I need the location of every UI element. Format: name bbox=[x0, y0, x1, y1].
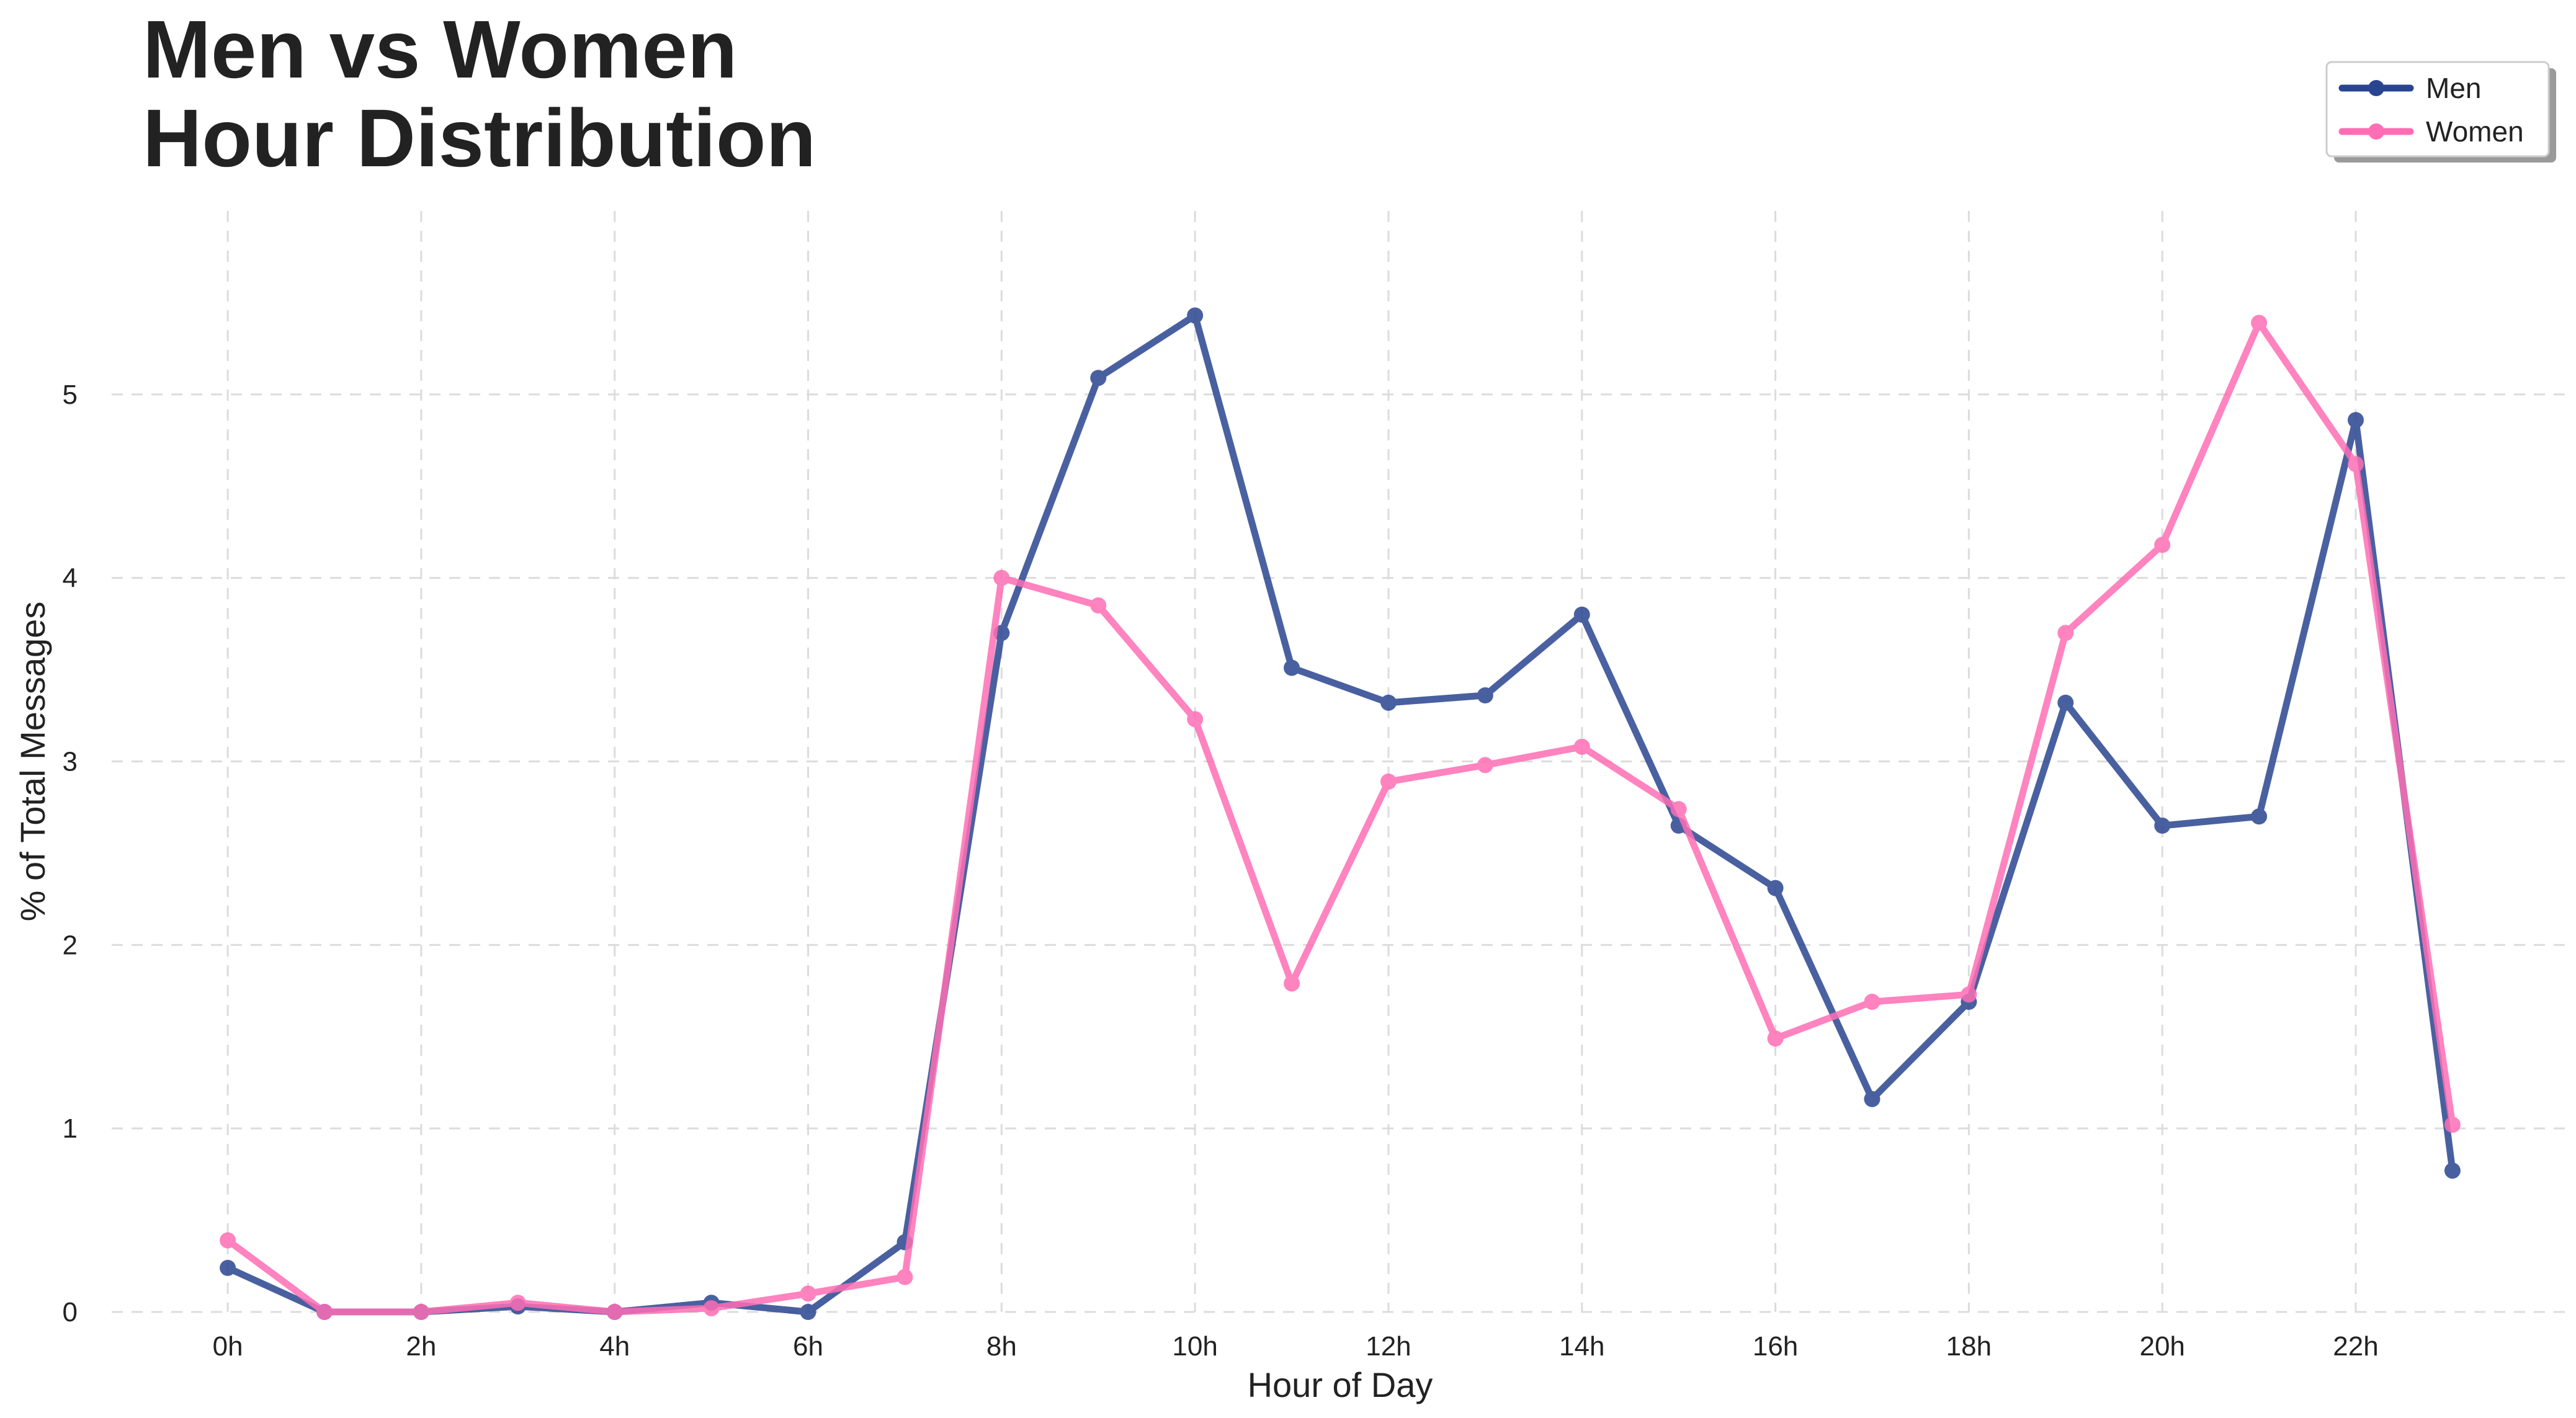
data-point-men bbox=[1767, 880, 1784, 896]
data-point-men bbox=[800, 1304, 816, 1320]
series-line-women bbox=[224, 319, 2456, 1316]
x-tick-label: 12h bbox=[1366, 1331, 1411, 1362]
data-point-women bbox=[2251, 314, 2268, 331]
series-line-men bbox=[224, 312, 2456, 1316]
data-point-men bbox=[1477, 687, 1493, 703]
series-lines bbox=[220, 307, 2461, 1320]
x-tick-label: 8h bbox=[986, 1331, 1017, 1362]
data-point-men bbox=[1864, 1090, 1881, 1107]
x-axis-label: Hour of Day bbox=[1248, 1365, 1433, 1404]
data-point-women bbox=[1187, 711, 1204, 728]
data-point-women bbox=[897, 1269, 913, 1285]
data-point-women bbox=[1573, 738, 1590, 755]
data-point-men bbox=[2444, 1162, 2461, 1179]
grid-lines bbox=[112, 211, 2569, 1313]
data-point-women bbox=[220, 1232, 236, 1249]
legend-marker-women bbox=[2368, 123, 2384, 140]
y-tick-label: 0 bbox=[63, 1297, 78, 1327]
legend: Men Women bbox=[2325, 61, 2556, 163]
y-axis-label: % of Total Messages bbox=[13, 602, 52, 922]
data-point-men bbox=[2057, 694, 2074, 711]
x-tick-label: 4h bbox=[599, 1331, 630, 1362]
data-point-women bbox=[2348, 456, 2364, 473]
series-men bbox=[220, 307, 2461, 1320]
data-point-men bbox=[1380, 694, 1397, 711]
data-point-women bbox=[2057, 625, 2074, 641]
data-point-women bbox=[1284, 975, 1300, 992]
legend-label-men: Men bbox=[2426, 72, 2481, 104]
legend-label-women: Women bbox=[2426, 115, 2524, 148]
data-point-women bbox=[800, 1285, 816, 1302]
data-point-women bbox=[1090, 597, 1107, 614]
x-tick-label: 16h bbox=[1753, 1331, 1798, 1362]
data-point-women bbox=[1864, 994, 1881, 1010]
y-tick-label: 1 bbox=[63, 1113, 78, 1144]
data-point-women bbox=[1961, 986, 1977, 1003]
axis-ticks: 0h 2h 4h 6h 8h 10h 12h 14h 16h 18h 20h 22h 0 1 2 3 4 5 bbox=[63, 380, 2379, 1362]
data-point-men bbox=[1187, 307, 1204, 324]
legend-marker-men bbox=[2368, 80, 2384, 96]
data-point-men bbox=[220, 1260, 236, 1276]
data-point-women bbox=[993, 569, 1010, 586]
data-point-men bbox=[2154, 818, 2171, 834]
data-point-men bbox=[2251, 808, 2268, 825]
data-point-men bbox=[1573, 606, 1590, 623]
y-tick-label: 3 bbox=[63, 747, 78, 777]
data-point-women bbox=[509, 1295, 526, 1311]
data-point-women bbox=[606, 1304, 623, 1320]
data-point-women bbox=[703, 1300, 720, 1317]
chart-title-line-1: Men vs Women bbox=[143, 4, 737, 95]
data-point-women bbox=[413, 1304, 429, 1320]
series-women bbox=[220, 314, 2461, 1320]
data-point-women bbox=[1767, 1030, 1784, 1047]
x-tick-label: 0h bbox=[213, 1331, 243, 1362]
x-tick-label: 20h bbox=[2139, 1331, 2185, 1362]
data-point-women bbox=[316, 1304, 333, 1320]
x-tick-label: 14h bbox=[1559, 1331, 1604, 1362]
chart-title-line-2: Hour Distribution bbox=[143, 92, 816, 184]
data-point-men bbox=[2348, 412, 2364, 429]
x-tick-label: 22h bbox=[2333, 1331, 2378, 1362]
y-tick-label: 2 bbox=[63, 930, 78, 960]
data-point-men bbox=[1090, 370, 1107, 386]
data-point-women bbox=[2154, 537, 2171, 553]
data-point-women bbox=[1670, 801, 1687, 818]
x-tick-label: 10h bbox=[1172, 1331, 1217, 1362]
data-point-women bbox=[1380, 774, 1397, 790]
x-tick-label: 2h bbox=[406, 1331, 436, 1362]
x-tick-label: 6h bbox=[793, 1331, 823, 1362]
y-tick-label: 4 bbox=[63, 563, 78, 594]
data-point-men bbox=[1284, 659, 1300, 676]
data-point-women bbox=[1477, 757, 1493, 774]
y-tick-label: 5 bbox=[63, 380, 78, 410]
x-tick-label: 18h bbox=[1946, 1331, 1992, 1362]
data-point-women bbox=[2444, 1117, 2461, 1133]
